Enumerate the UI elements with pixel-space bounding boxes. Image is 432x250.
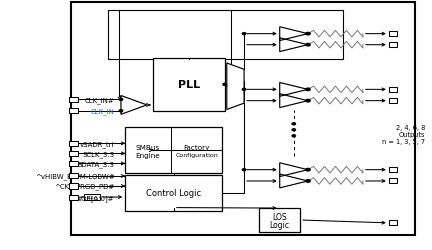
Bar <box>125 175 222 211</box>
Circle shape <box>306 89 310 91</box>
Bar <box>389 88 397 92</box>
Text: CLK_IN#: CLK_IN# <box>85 97 114 103</box>
Bar <box>389 179 397 184</box>
Text: Engine: Engine <box>136 152 161 158</box>
Bar <box>69 109 78 114</box>
Bar <box>153 59 225 111</box>
Bar <box>259 208 300 232</box>
Circle shape <box>292 135 295 137</box>
Circle shape <box>292 129 295 131</box>
Text: 2, 4, 6, 8: 2, 4, 6, 8 <box>396 124 426 130</box>
Bar <box>389 220 397 226</box>
Bar <box>69 98 78 102</box>
Circle shape <box>306 100 310 102</box>
Text: ^CKPWRGD_PD#: ^CKPWRGD_PD# <box>54 183 114 190</box>
Circle shape <box>306 33 310 36</box>
Text: n = 1, 3, 5, 7: n = 1, 3, 5, 7 <box>382 138 426 144</box>
Text: ^vHIBW_BYPM-LOBW#: ^vHIBW_BYPM-LOBW# <box>35 173 114 180</box>
Bar <box>389 32 397 37</box>
Circle shape <box>242 34 246 35</box>
Bar <box>125 128 222 174</box>
Text: Logic: Logic <box>270 220 290 228</box>
Circle shape <box>242 169 246 171</box>
Text: SDATA_3.3: SDATA_3.3 <box>77 160 114 167</box>
Circle shape <box>306 44 310 47</box>
Circle shape <box>242 89 246 91</box>
Bar <box>69 141 78 146</box>
Text: Configuration: Configuration <box>175 153 218 158</box>
Bar <box>69 151 78 156</box>
Bar <box>84 194 100 200</box>
Circle shape <box>119 110 123 112</box>
Circle shape <box>119 99 123 101</box>
Text: SCLK_3.3: SCLK_3.3 <box>82 150 114 157</box>
Text: vSADR_tri: vSADR_tri <box>80 140 114 147</box>
Bar <box>71 3 415 235</box>
Text: n+1: n+1 <box>86 195 98 200</box>
Bar <box>389 43 397 48</box>
Bar <box>108 11 343 60</box>
Text: vOE[n:0]#: vOE[n:0]# <box>78 194 114 201</box>
Bar <box>69 174 78 179</box>
Bar <box>69 184 78 189</box>
Text: PLL: PLL <box>178 80 200 90</box>
Circle shape <box>306 180 310 182</box>
Text: Outputs: Outputs <box>399 132 426 138</box>
Circle shape <box>223 84 226 86</box>
Bar <box>69 161 78 166</box>
Bar <box>389 99 397 104</box>
Bar <box>69 195 78 200</box>
Text: SMBus: SMBus <box>136 145 160 150</box>
Text: Factory: Factory <box>184 145 210 150</box>
Circle shape <box>306 169 310 171</box>
Bar <box>389 168 397 172</box>
Text: CLK_IN: CLK_IN <box>91 108 114 114</box>
Circle shape <box>292 123 295 125</box>
Text: Control Logic: Control Logic <box>146 189 201 198</box>
Text: LOS: LOS <box>273 213 287 222</box>
